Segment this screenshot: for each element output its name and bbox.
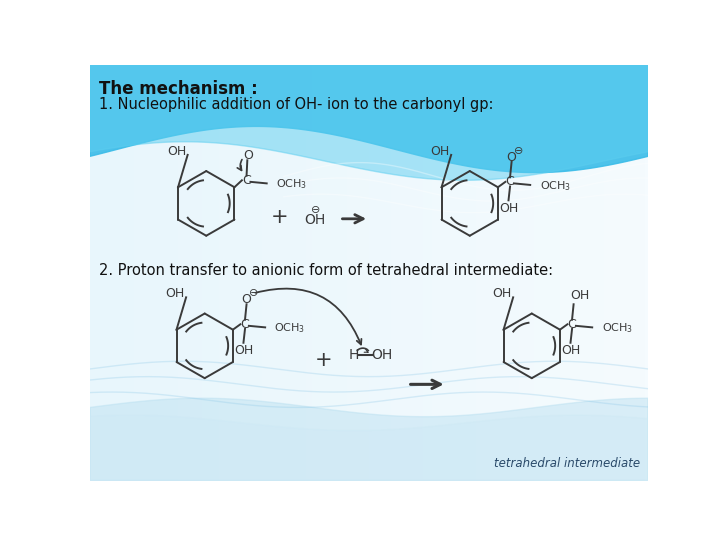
Text: OCH$_3$: OCH$_3$: [274, 321, 306, 335]
Text: +: +: [315, 350, 333, 370]
Text: OH: OH: [371, 348, 392, 362]
Text: OH: OH: [304, 213, 325, 227]
Text: $\ominus$: $\ominus$: [310, 204, 320, 215]
FancyArrowPatch shape: [256, 288, 361, 345]
Polygon shape: [90, 65, 648, 173]
Text: OH: OH: [166, 287, 185, 300]
Text: OH: OH: [570, 288, 590, 301]
Text: OH: OH: [492, 287, 512, 300]
Text: OH: OH: [561, 344, 580, 357]
Text: C: C: [240, 318, 249, 331]
Text: O: O: [242, 293, 251, 306]
Text: OH: OH: [167, 145, 186, 158]
Text: OCH$_3$: OCH$_3$: [276, 177, 307, 191]
Text: 2. Proton transfer to anionic form of tetrahedral intermediate:: 2. Proton transfer to anionic form of te…: [99, 264, 554, 279]
Text: tetrahedral intermediate: tetrahedral intermediate: [494, 457, 640, 470]
FancyArrowPatch shape: [238, 159, 242, 170]
Text: OCH$_3$: OCH$_3$: [601, 321, 633, 335]
Text: OCH$_3$: OCH$_3$: [539, 179, 571, 193]
Text: +: +: [271, 207, 289, 227]
Text: C: C: [242, 174, 251, 187]
Text: O: O: [243, 149, 253, 162]
Text: 1. Nucleophilic addition of OH- ion to the carbonyl gp:: 1. Nucleophilic addition of OH- ion to t…: [99, 97, 494, 112]
Polygon shape: [90, 415, 648, 481]
Text: OH: OH: [234, 344, 253, 357]
Text: OH: OH: [499, 201, 518, 214]
Polygon shape: [90, 398, 648, 481]
Text: The mechanism :: The mechanism :: [99, 80, 258, 98]
Text: C: C: [505, 176, 514, 188]
Text: O: O: [507, 151, 516, 164]
Text: H: H: [348, 348, 359, 362]
Text: $\ominus$: $\ominus$: [248, 287, 258, 298]
Text: C: C: [567, 318, 577, 331]
Text: OH: OH: [431, 145, 450, 158]
Polygon shape: [90, 65, 648, 180]
Text: $\ominus$: $\ominus$: [513, 145, 523, 156]
